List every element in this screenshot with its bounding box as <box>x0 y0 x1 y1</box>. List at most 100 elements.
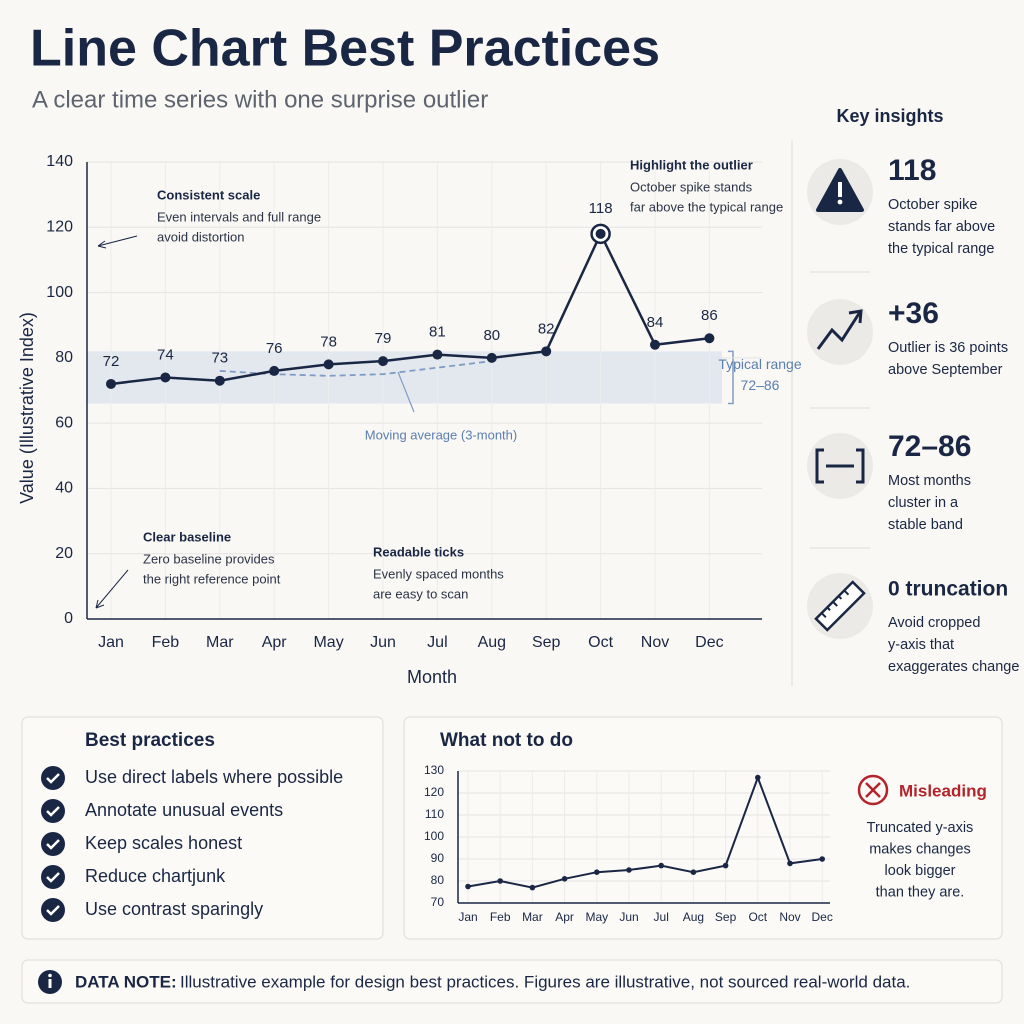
annotation-text: October spike stands <box>630 179 753 194</box>
icon-trend <box>807 299 873 365</box>
x-tick-label: Jul <box>427 634 447 651</box>
point <box>497 878 504 884</box>
point <box>106 378 116 389</box>
check-mark <box>46 872 60 883</box>
y-tick-label: 110 <box>425 807 444 821</box>
check-mark <box>46 839 60 850</box>
data-label: 78 <box>320 333 337 350</box>
check-icon <box>41 766 65 790</box>
point <box>704 333 715 344</box>
panel-title: Best practices <box>85 730 215 751</box>
insight-text: cluster in a <box>888 495 959 511</box>
practice-item: Annotate unusual events <box>85 800 283 820</box>
point <box>378 356 388 367</box>
typical-band <box>87 351 722 404</box>
practice-item: Reduce chartjunk <box>85 866 226 886</box>
annotation-text: the right reference point <box>143 571 281 586</box>
point <box>722 862 729 869</box>
y-axis-label: Value (Illustrative Index) <box>17 312 37 504</box>
point <box>650 339 660 350</box>
y-tick-label: 120 <box>424 785 444 799</box>
annotation-title: Highlight the outlier <box>630 157 753 172</box>
pointer <box>95 569 129 609</box>
x-tick-label: Aug <box>683 910 704 924</box>
data-label: 82 <box>538 320 555 337</box>
line <box>467 774 823 889</box>
insight-text: exaggerates change <box>888 659 1019 675</box>
x-tick-label: Sep <box>532 634 561 651</box>
band-bracket <box>728 350 734 405</box>
point <box>465 883 471 890</box>
ma-pointer <box>397 371 415 413</box>
x-tick-label: May <box>585 910 608 924</box>
panel-title: What not to do <box>440 730 573 751</box>
annotation-text: far above the typical range <box>630 199 783 214</box>
data-label: 118 <box>589 200 613 217</box>
warning-text: Truncated y-axis <box>867 820 974 836</box>
y-tick-label: 40 <box>55 480 73 497</box>
point <box>658 862 664 869</box>
y-tick-label: 80 <box>431 873 445 887</box>
warning-text: makes changes <box>869 841 971 857</box>
x-tick-label: Mar <box>522 910 543 924</box>
y-tick-label: 60 <box>55 414 73 431</box>
insight-text: October spike <box>888 197 977 213</box>
point <box>269 365 280 376</box>
x-tick-label: Dec <box>812 910 833 924</box>
data-label: 76 <box>266 340 283 357</box>
panel <box>21 716 384 940</box>
y-tick-label: 70 <box>431 895 445 909</box>
insight-value: 72–86 <box>888 430 971 463</box>
data-label: 86 <box>701 307 718 324</box>
x-tick-label: Nov <box>779 910 800 924</box>
data-label: 74 <box>157 346 174 363</box>
annotation-text: are easy to scan <box>373 586 468 601</box>
warning-text: look bigger <box>885 863 956 879</box>
point <box>486 352 497 363</box>
warning-label: Misleading <box>899 781 987 800</box>
check-icon <box>41 832 65 856</box>
check-mark <box>46 806 60 817</box>
insight-value: 118 <box>888 154 936 187</box>
line <box>110 230 710 386</box>
annotation-title: Clear baseline <box>143 529 231 544</box>
point <box>432 349 443 360</box>
point <box>626 867 632 873</box>
x-tick-label: Oct <box>588 634 613 651</box>
point <box>561 876 568 882</box>
x-tick-label: Feb <box>152 634 180 651</box>
y-tick-label: 130 <box>424 763 444 777</box>
insight-text: Most months <box>888 473 971 489</box>
annotation-text: Even intervals and full range <box>157 209 321 224</box>
insight-text: stable band <box>888 517 963 533</box>
pointer <box>97 235 138 249</box>
icon-bracket <box>807 433 873 499</box>
data-label: 72 <box>103 353 120 370</box>
y-tick-label: 90 <box>431 851 445 865</box>
warning-icon <box>857 774 889 806</box>
x-tick-label: Mar <box>206 634 234 651</box>
x-tick-label: Jun <box>370 634 396 651</box>
y-tick-label: 140 <box>46 153 73 170</box>
point <box>594 869 600 875</box>
insight-text: y-axis that <box>888 637 954 653</box>
data-label: 79 <box>375 330 392 347</box>
point <box>755 774 761 781</box>
x-tick-label: Sep <box>715 910 737 924</box>
data-label: 84 <box>647 314 664 331</box>
x-tick-label: May <box>313 634 343 651</box>
point <box>214 375 225 386</box>
insight-text: stands far above <box>888 219 995 235</box>
x-tick-label: Aug <box>478 634 506 651</box>
data-label: 81 <box>429 324 446 341</box>
annotation-text: Evenly spaced months <box>373 566 504 581</box>
x-tick-label: Apr <box>262 634 288 651</box>
insight-text: Outlier is 36 points <box>888 340 1008 356</box>
warning-text: than they are. <box>876 884 965 900</box>
insight-value: +36 <box>888 297 939 330</box>
data-label: 73 <box>211 350 228 367</box>
x-tick-label: Jan <box>98 634 124 651</box>
info-icon <box>38 970 62 994</box>
point <box>787 860 793 867</box>
